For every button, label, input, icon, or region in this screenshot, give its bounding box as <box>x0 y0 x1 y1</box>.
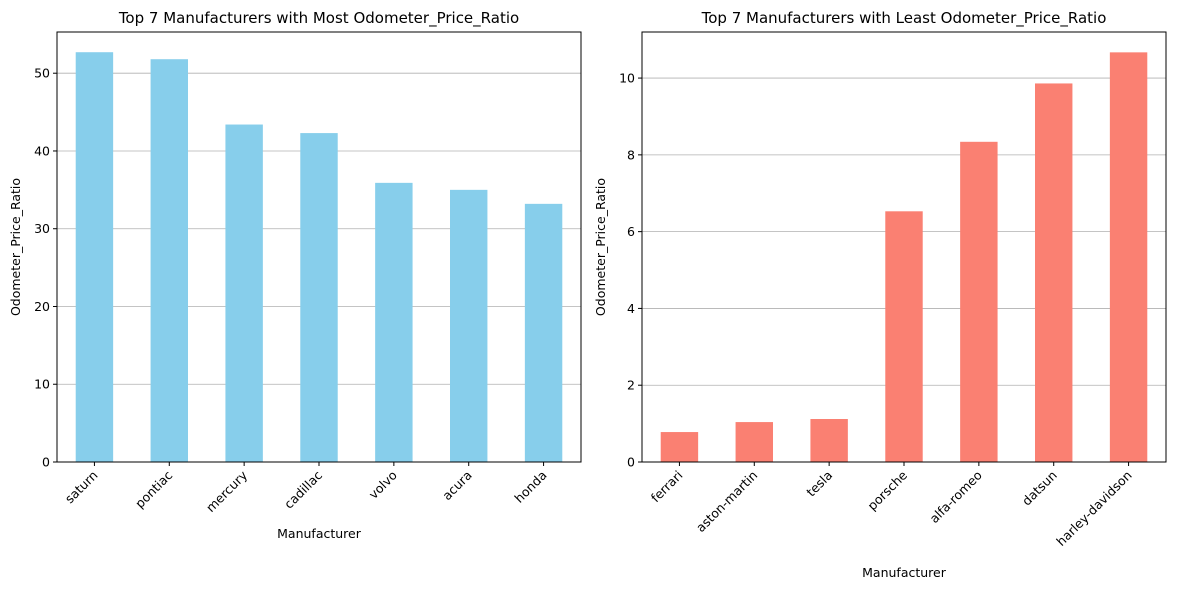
y-tick-label: 0 <box>627 455 635 470</box>
x-axis-label: Manufacturer <box>277 526 362 541</box>
y-tick-label: 6 <box>627 224 635 239</box>
bar-pontiac <box>150 59 188 463</box>
bar-ferrari <box>660 432 699 462</box>
x-axis-label: Manufacturer <box>862 565 947 580</box>
bar-datsun <box>1035 83 1073 463</box>
y-tick-label: 0 <box>42 455 50 470</box>
bar-porsche <box>885 211 923 462</box>
bar-acura <box>450 189 488 463</box>
bar-honda <box>524 203 563 462</box>
y-tick-label: 10 <box>34 377 50 392</box>
bar-harley-davidson <box>1109 52 1148 463</box>
bar-alfa-romeo <box>960 141 998 462</box>
bar-tesla <box>810 419 848 462</box>
bars <box>75 52 563 463</box>
bar-cadillac <box>300 133 338 462</box>
y-axis-label: Odometer_Price_Ratio <box>8 178 23 316</box>
y-tick-label: 30 <box>34 221 50 236</box>
y-axis-ticks: 0 10 20 30 40 50 <box>34 66 57 470</box>
y-axis-label: Odometer_Price_Ratio <box>593 178 608 316</box>
bars <box>660 52 1148 463</box>
y-tick-label: 10 <box>619 71 635 86</box>
y-tick-label: 4 <box>627 301 635 316</box>
y-axis-ticks: 0 2 4 6 8 10 <box>619 71 642 470</box>
y-tick-label: 40 <box>34 143 50 158</box>
bar-aston-martin <box>735 422 773 462</box>
chart-title: Top 7 Manufacturers with Least Odometer_… <box>701 9 1107 28</box>
bar-saturn <box>75 52 114 462</box>
y-tick-label: 50 <box>34 66 50 81</box>
bar-mercury <box>225 124 263 462</box>
bar-volvo <box>375 182 413 462</box>
y-tick-label: 2 <box>627 378 635 393</box>
y-tick-label: 8 <box>627 147 635 162</box>
y-tick-label: 20 <box>34 299 50 314</box>
chart-title: Top 7 Manufacturers with Most Odometer_P… <box>118 9 519 28</box>
